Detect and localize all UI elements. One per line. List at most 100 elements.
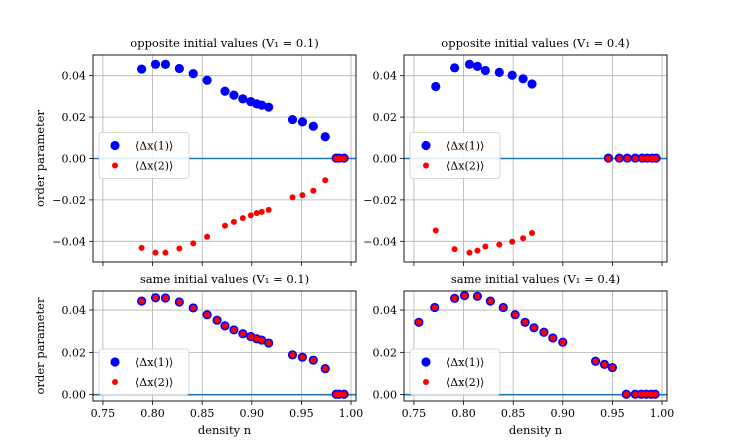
legend-marker-series-1 xyxy=(421,140,431,151)
series-2-point xyxy=(531,324,538,331)
x-tick-label: 0.75 xyxy=(402,407,427,420)
series-2-point xyxy=(204,233,211,240)
legend-label-series-2: ⟨Δx(2)⟩ xyxy=(135,376,173,389)
series-2-point xyxy=(652,391,659,398)
series-2-point xyxy=(221,322,228,329)
series-2-point xyxy=(643,391,650,398)
series-1-point xyxy=(494,67,504,77)
series-2-point xyxy=(601,361,608,368)
series-2-point xyxy=(592,358,599,365)
series-2-point xyxy=(162,249,169,256)
series-1-point xyxy=(238,94,248,104)
series-2-point xyxy=(415,319,422,326)
legend-marker-series-2 xyxy=(423,162,429,169)
legend: ⟨Δx(1)⟩ ⟨Δx(2)⟩ xyxy=(98,132,190,179)
x-tick-label: 0.95 xyxy=(600,407,625,420)
series-2-point xyxy=(341,155,348,162)
series-1-point xyxy=(229,90,239,100)
series-2-point xyxy=(230,326,237,333)
y-tick-label: −0.02 xyxy=(363,194,397,207)
series-1-point xyxy=(160,59,171,69)
series-1-point xyxy=(202,75,212,85)
series-2-point xyxy=(289,194,296,201)
series-2-point xyxy=(496,241,503,248)
series-2-point xyxy=(152,249,159,256)
series-1-point xyxy=(431,81,441,92)
series-2-point xyxy=(253,335,260,342)
series-1-point xyxy=(320,132,330,142)
series-1-point xyxy=(150,59,161,69)
series-2-point xyxy=(258,337,265,344)
y-tick-label: 0.00 xyxy=(373,389,398,402)
legend-label-series-2: ⟨Δx(2)⟩ xyxy=(446,160,484,173)
x-tick-label: 0.95 xyxy=(289,407,314,420)
series-1-point xyxy=(464,59,475,69)
x-tick-label: 0.90 xyxy=(240,407,265,420)
series-2-point xyxy=(221,222,228,229)
series-1-point xyxy=(257,100,267,110)
series-2-point xyxy=(247,212,254,219)
series-1-point xyxy=(287,114,298,125)
y-tick-label: 0.02 xyxy=(373,111,398,124)
series-2-point xyxy=(653,155,660,162)
subplot-title: opposite initial values (V₁ = 0.1) xyxy=(130,36,318,50)
y-tick-label: 0.04 xyxy=(373,304,398,317)
series-2-point xyxy=(451,295,458,302)
series-2-point xyxy=(487,298,494,305)
series-2-point xyxy=(336,155,343,162)
series-2-point xyxy=(466,249,473,256)
legend-marker-series-2 xyxy=(112,162,118,169)
axes-frame xyxy=(92,290,357,402)
series-2-point xyxy=(529,230,536,237)
series-2-point xyxy=(299,354,306,361)
series-2-point xyxy=(239,215,246,222)
y-tick-label: 0.02 xyxy=(373,346,398,359)
series-2-point xyxy=(632,155,639,162)
y-axis-label: order parameter xyxy=(33,297,47,394)
subplot-2: 0.04 0.02 0.00 −0.02 −0.04 opposite initial v… xyxy=(363,36,668,266)
series-2-point xyxy=(540,329,547,336)
legend-box xyxy=(409,132,501,179)
y-tick-label: 0.02 xyxy=(62,111,87,124)
legend-label-series-2: ⟨Δx(2)⟩ xyxy=(135,160,173,173)
legend-label-series-1: ⟨Δx(1)⟩ xyxy=(446,356,484,369)
series-2-point xyxy=(474,247,481,254)
series-2-point xyxy=(639,155,646,162)
x-tick-label: 0.90 xyxy=(551,407,576,420)
y-tick-label: −0.04 xyxy=(52,235,86,248)
x-tick-label: 0.80 xyxy=(140,407,165,420)
legend-marker-series-1 xyxy=(421,357,431,367)
x-tick-label: 0.80 xyxy=(451,407,476,420)
subplot-4: 0.75 0.80 0.85 0.90 0.95 1.00 0.04 0.02 0.00 same… xyxy=(373,272,675,437)
series-2-point xyxy=(559,339,566,346)
y-tick-label: 0.00 xyxy=(62,389,87,402)
legend: ⟨Δx(1)⟩ ⟨Δx(2)⟩ xyxy=(409,132,501,179)
series-1-point xyxy=(174,63,184,74)
legend-marker-series-2 xyxy=(423,379,429,385)
series-1-point xyxy=(518,74,528,84)
series-2-point xyxy=(322,177,329,184)
series-2-point xyxy=(253,210,260,217)
series-2-point xyxy=(336,391,343,398)
series-2-point xyxy=(451,246,458,253)
y-tick-label: 0.00 xyxy=(373,153,398,166)
legend-label-series-1: ⟨Δx(1)⟩ xyxy=(135,140,173,153)
series-2-point xyxy=(509,238,516,245)
y-tick-label: 0.04 xyxy=(62,70,87,83)
legend: ⟨Δx(1)⟩ ⟨Δx(2)⟩ xyxy=(98,348,190,396)
x-tick-label: 1.00 xyxy=(650,407,675,420)
series-1-point xyxy=(450,63,460,73)
series-2-point xyxy=(624,155,631,162)
subplot-1: 0.04 0.02 0.00 −0.02 −0.04 opposite initial v… xyxy=(33,36,357,266)
legend-label-series-2: ⟨Δx(2)⟩ xyxy=(446,376,484,389)
series-2-point xyxy=(474,293,481,300)
series-1-point xyxy=(527,79,537,89)
legend: ⟨Δx(1)⟩ ⟨Δx(2)⟩ xyxy=(409,348,501,396)
series-2-point xyxy=(549,334,556,341)
series-2-point xyxy=(431,304,438,311)
x-axis-label: density n xyxy=(509,423,563,437)
series-2-point xyxy=(609,364,616,371)
series-2-point xyxy=(299,192,306,199)
legend-label-series-1: ⟨Δx(1)⟩ xyxy=(135,356,173,369)
